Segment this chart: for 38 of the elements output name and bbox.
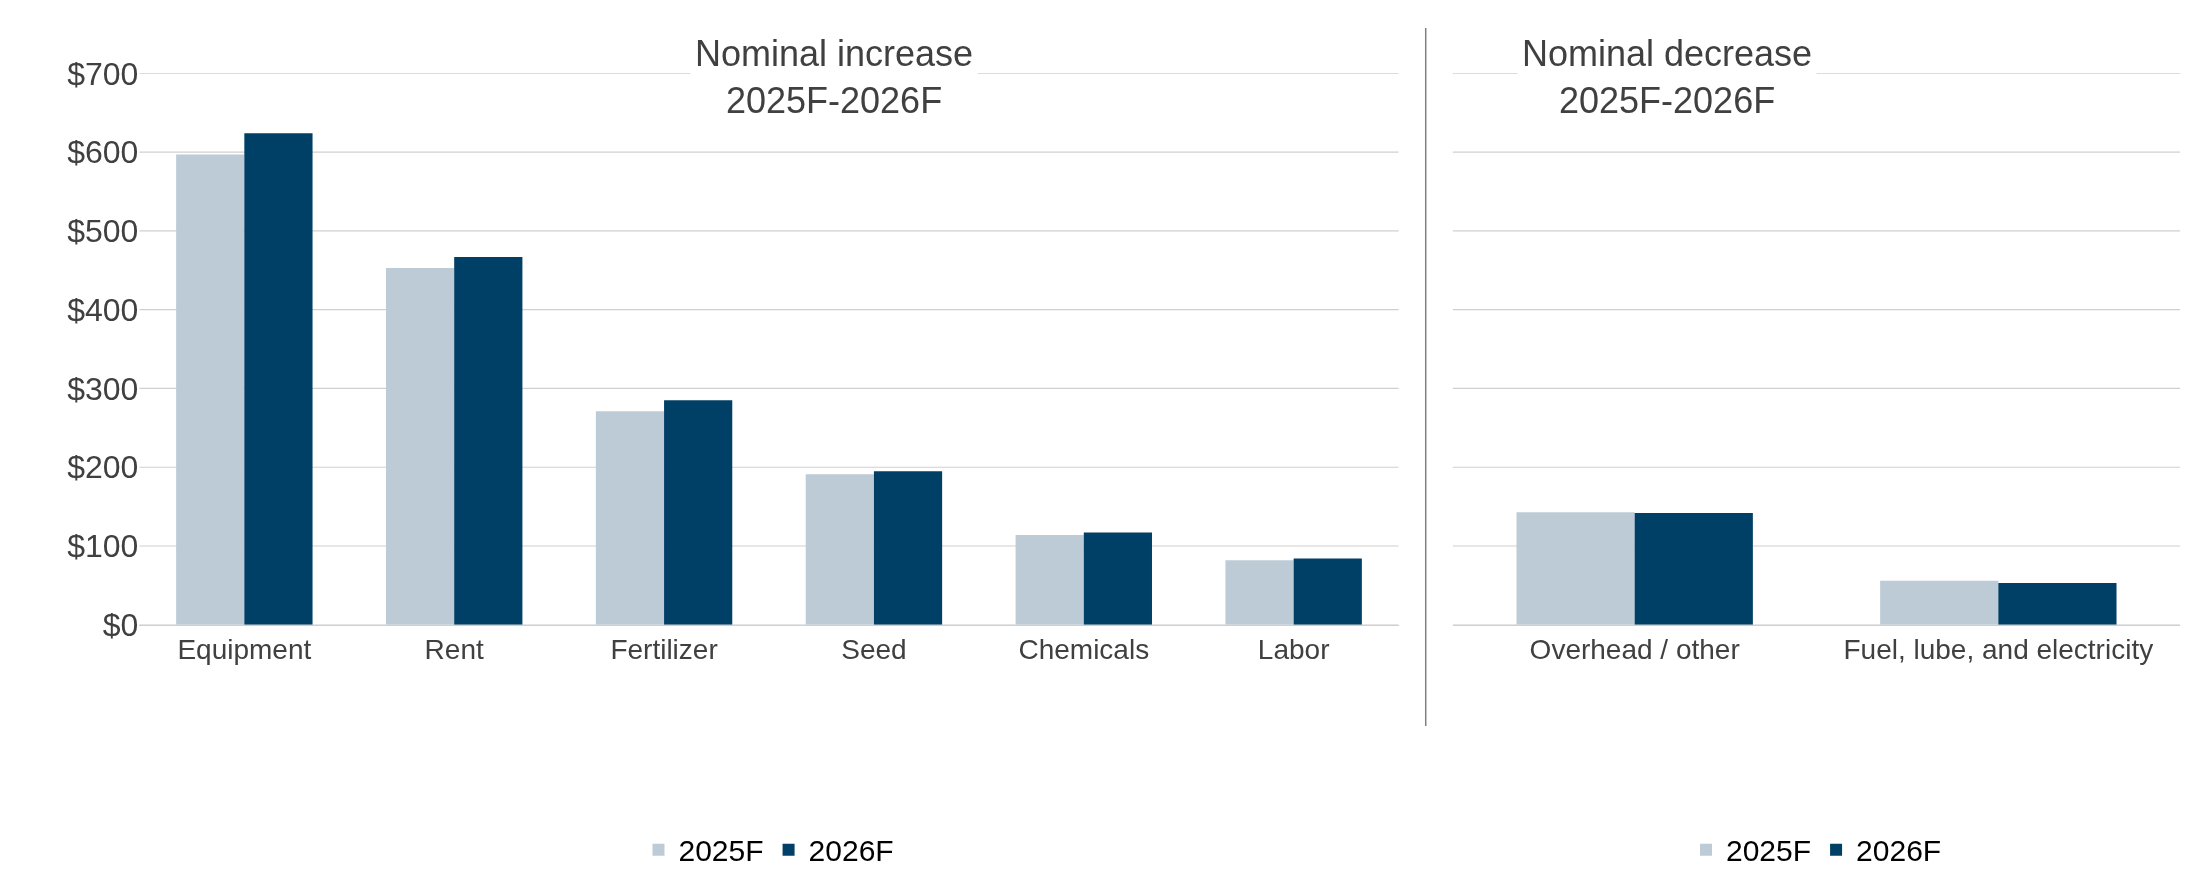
y-tick-label: $100 bbox=[67, 528, 139, 565]
chart-title: Nominal decrease 2025F-2026F bbox=[1522, 33, 1813, 121]
chart-title: Nominal increase 2025F-2026F bbox=[695, 33, 974, 121]
bar bbox=[385, 267, 455, 625]
y-tick-label: $500 bbox=[67, 213, 139, 250]
legend-label: 2026F bbox=[808, 834, 894, 868]
y-tick-label: $0 bbox=[102, 606, 139, 643]
bar bbox=[244, 133, 313, 625]
bar bbox=[1225, 560, 1294, 625]
y-tick-label: $600 bbox=[67, 134, 139, 171]
bar bbox=[664, 400, 733, 625]
bar bbox=[1516, 512, 1635, 625]
legend-label: 2026F bbox=[1856, 834, 1942, 868]
bar bbox=[1880, 580, 1999, 625]
x-tick-label: Fertilizer bbox=[610, 634, 718, 666]
bar bbox=[1015, 534, 1084, 625]
x-tick-label: Rent bbox=[424, 634, 484, 666]
y-tick-label: $200 bbox=[67, 449, 139, 486]
x-tick-label: Chemicals bbox=[1018, 634, 1150, 666]
bar bbox=[1634, 512, 1753, 625]
bar bbox=[595, 411, 665, 625]
bar bbox=[454, 256, 523, 625]
bar bbox=[176, 154, 245, 625]
y-tick-label: $300 bbox=[67, 370, 139, 407]
bar bbox=[1998, 583, 2117, 625]
bar bbox=[805, 474, 874, 625]
y-tick-label: $700 bbox=[67, 55, 139, 92]
legend-label: 2025F bbox=[1726, 834, 1812, 868]
x-tick-label: Equipment bbox=[177, 634, 312, 666]
bar bbox=[873, 471, 943, 625]
x-tick-label: Overhead / other bbox=[1529, 634, 1740, 666]
bar bbox=[1083, 532, 1152, 625]
bar bbox=[1293, 558, 1362, 625]
x-tick-label: Seed bbox=[841, 634, 907, 666]
y-tick-label: $400 bbox=[67, 291, 139, 328]
x-tick-label: Labor bbox=[1257, 634, 1330, 666]
legend-label: 2025F bbox=[678, 834, 764, 868]
x-tick-label: Fuel, lube, and electricity bbox=[1843, 634, 2154, 666]
